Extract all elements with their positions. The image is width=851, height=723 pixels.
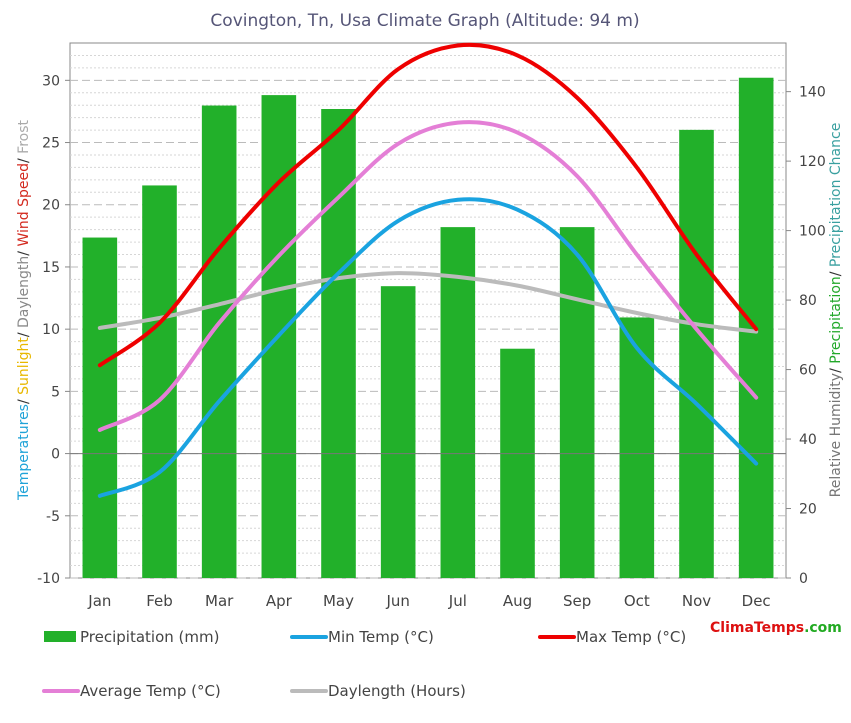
left-axis-label-part: / <box>16 328 32 337</box>
x-tick-label-jan: Jan <box>87 592 111 610</box>
x-tick-label-jun: Jun <box>385 592 409 610</box>
left-tick-label: 0 <box>51 447 60 463</box>
precip-bar-oct <box>619 317 655 578</box>
daylength-hours-line <box>97 271 759 334</box>
legend-label-average-temp-c: Average Temp (°C) <box>80 682 221 700</box>
precip-bar-may <box>321 109 356 578</box>
x-tick-label-oct: Oct <box>624 592 650 610</box>
chart-title: Covington, Tn, Usa Climate Graph (Altitu… <box>210 11 639 31</box>
right-tick-label: 80 <box>799 293 817 309</box>
x-tick-label-aug: Aug <box>503 592 532 610</box>
right-tick-label: 0 <box>799 571 808 587</box>
min-temp-c-line <box>97 197 759 498</box>
right-tick-label: 100 <box>799 224 826 240</box>
x-tick-label-sep: Sep <box>563 592 591 610</box>
left-axis-label-part: / <box>16 395 32 404</box>
legend-label-min-temp-c: Min Temp (°C) <box>328 628 434 646</box>
right-tick-label: 120 <box>799 154 826 170</box>
climatemps-logo[interactable]: ClimaTemps.com <box>710 620 842 636</box>
legend-swatch-precipitation-mm <box>44 631 76 642</box>
left-tick-label: 10 <box>42 322 60 338</box>
precip-bar-jun <box>380 286 416 578</box>
left-axis-label-part: / <box>16 154 32 163</box>
precip-bar-mar <box>201 105 237 578</box>
x-tick-label-jul: Jul <box>448 592 467 610</box>
right-axis-label-part: Relative Humidity <box>828 373 844 497</box>
left-axis-label-part: Sunlight <box>16 337 32 395</box>
left-axis-label: Temperatures/ Sunlight/ Daylength/ Wind … <box>16 120 32 501</box>
right-tick-label: 60 <box>799 363 817 379</box>
left-tick-label: 15 <box>42 260 60 276</box>
left-axis-label-part: Wind Speed <box>16 163 32 247</box>
right-axis-label: Relative Humidity/ Precipitation/ Precip… <box>828 123 844 498</box>
legend-label-max-temp-c: Max Temp (°C) <box>576 628 686 646</box>
x-tick-label-dec: Dec <box>742 592 771 610</box>
right-tick-label: 140 <box>799 85 826 101</box>
right-axis-label-part: / <box>828 267 844 276</box>
left-tick-label: 5 <box>51 384 60 400</box>
left-tick-label: -10 <box>37 571 60 587</box>
logo-part-temps: Temps <box>753 620 805 636</box>
precip-bar-jan <box>82 237 118 578</box>
left-axis-label-part: Temperatures <box>16 404 32 501</box>
right-axis-label-part: Precipitation <box>828 276 844 364</box>
left-tick-label: 25 <box>42 136 60 152</box>
precip-bar-nov <box>679 129 714 578</box>
average-temp-c-line <box>97 120 759 432</box>
left-tick-label: 20 <box>42 198 60 214</box>
legend-label-daylength-hours: Daylength (Hours) <box>328 682 466 700</box>
precip-bar-sep <box>559 227 595 578</box>
legend-label-precipitation-mm: Precipitation (mm) <box>80 628 219 646</box>
precip-bar-jul <box>440 227 476 578</box>
x-tick-label-nov: Nov <box>682 592 711 610</box>
precip-bar-feb <box>142 185 177 578</box>
right-axis-label-part: / <box>828 364 844 373</box>
left-axis-label-part: Frost <box>16 120 32 154</box>
plot-frame <box>69 42 787 579</box>
left-axis-label-part: / <box>16 247 32 256</box>
x-tick-label-apr: Apr <box>266 592 293 610</box>
left-tick-label: 30 <box>42 73 60 89</box>
left-tick-label: -5 <box>46 509 60 525</box>
x-tick-label-mar: Mar <box>205 592 234 610</box>
precip-bar-aug <box>500 348 535 578</box>
logo-part-clima: Clima <box>710 620 754 636</box>
logo-part-com: .com <box>804 620 842 636</box>
right-tick-label: 20 <box>799 502 817 518</box>
left-axis-label-part: Daylength <box>16 256 32 328</box>
right-tick-label: 40 <box>799 432 817 448</box>
max-temp-c-line <box>97 42 759 368</box>
right-axis-label-part: Precipitation Chance <box>828 123 844 267</box>
x-tick-label-may: May <box>323 592 354 610</box>
x-tick-label-feb: Feb <box>146 592 173 610</box>
